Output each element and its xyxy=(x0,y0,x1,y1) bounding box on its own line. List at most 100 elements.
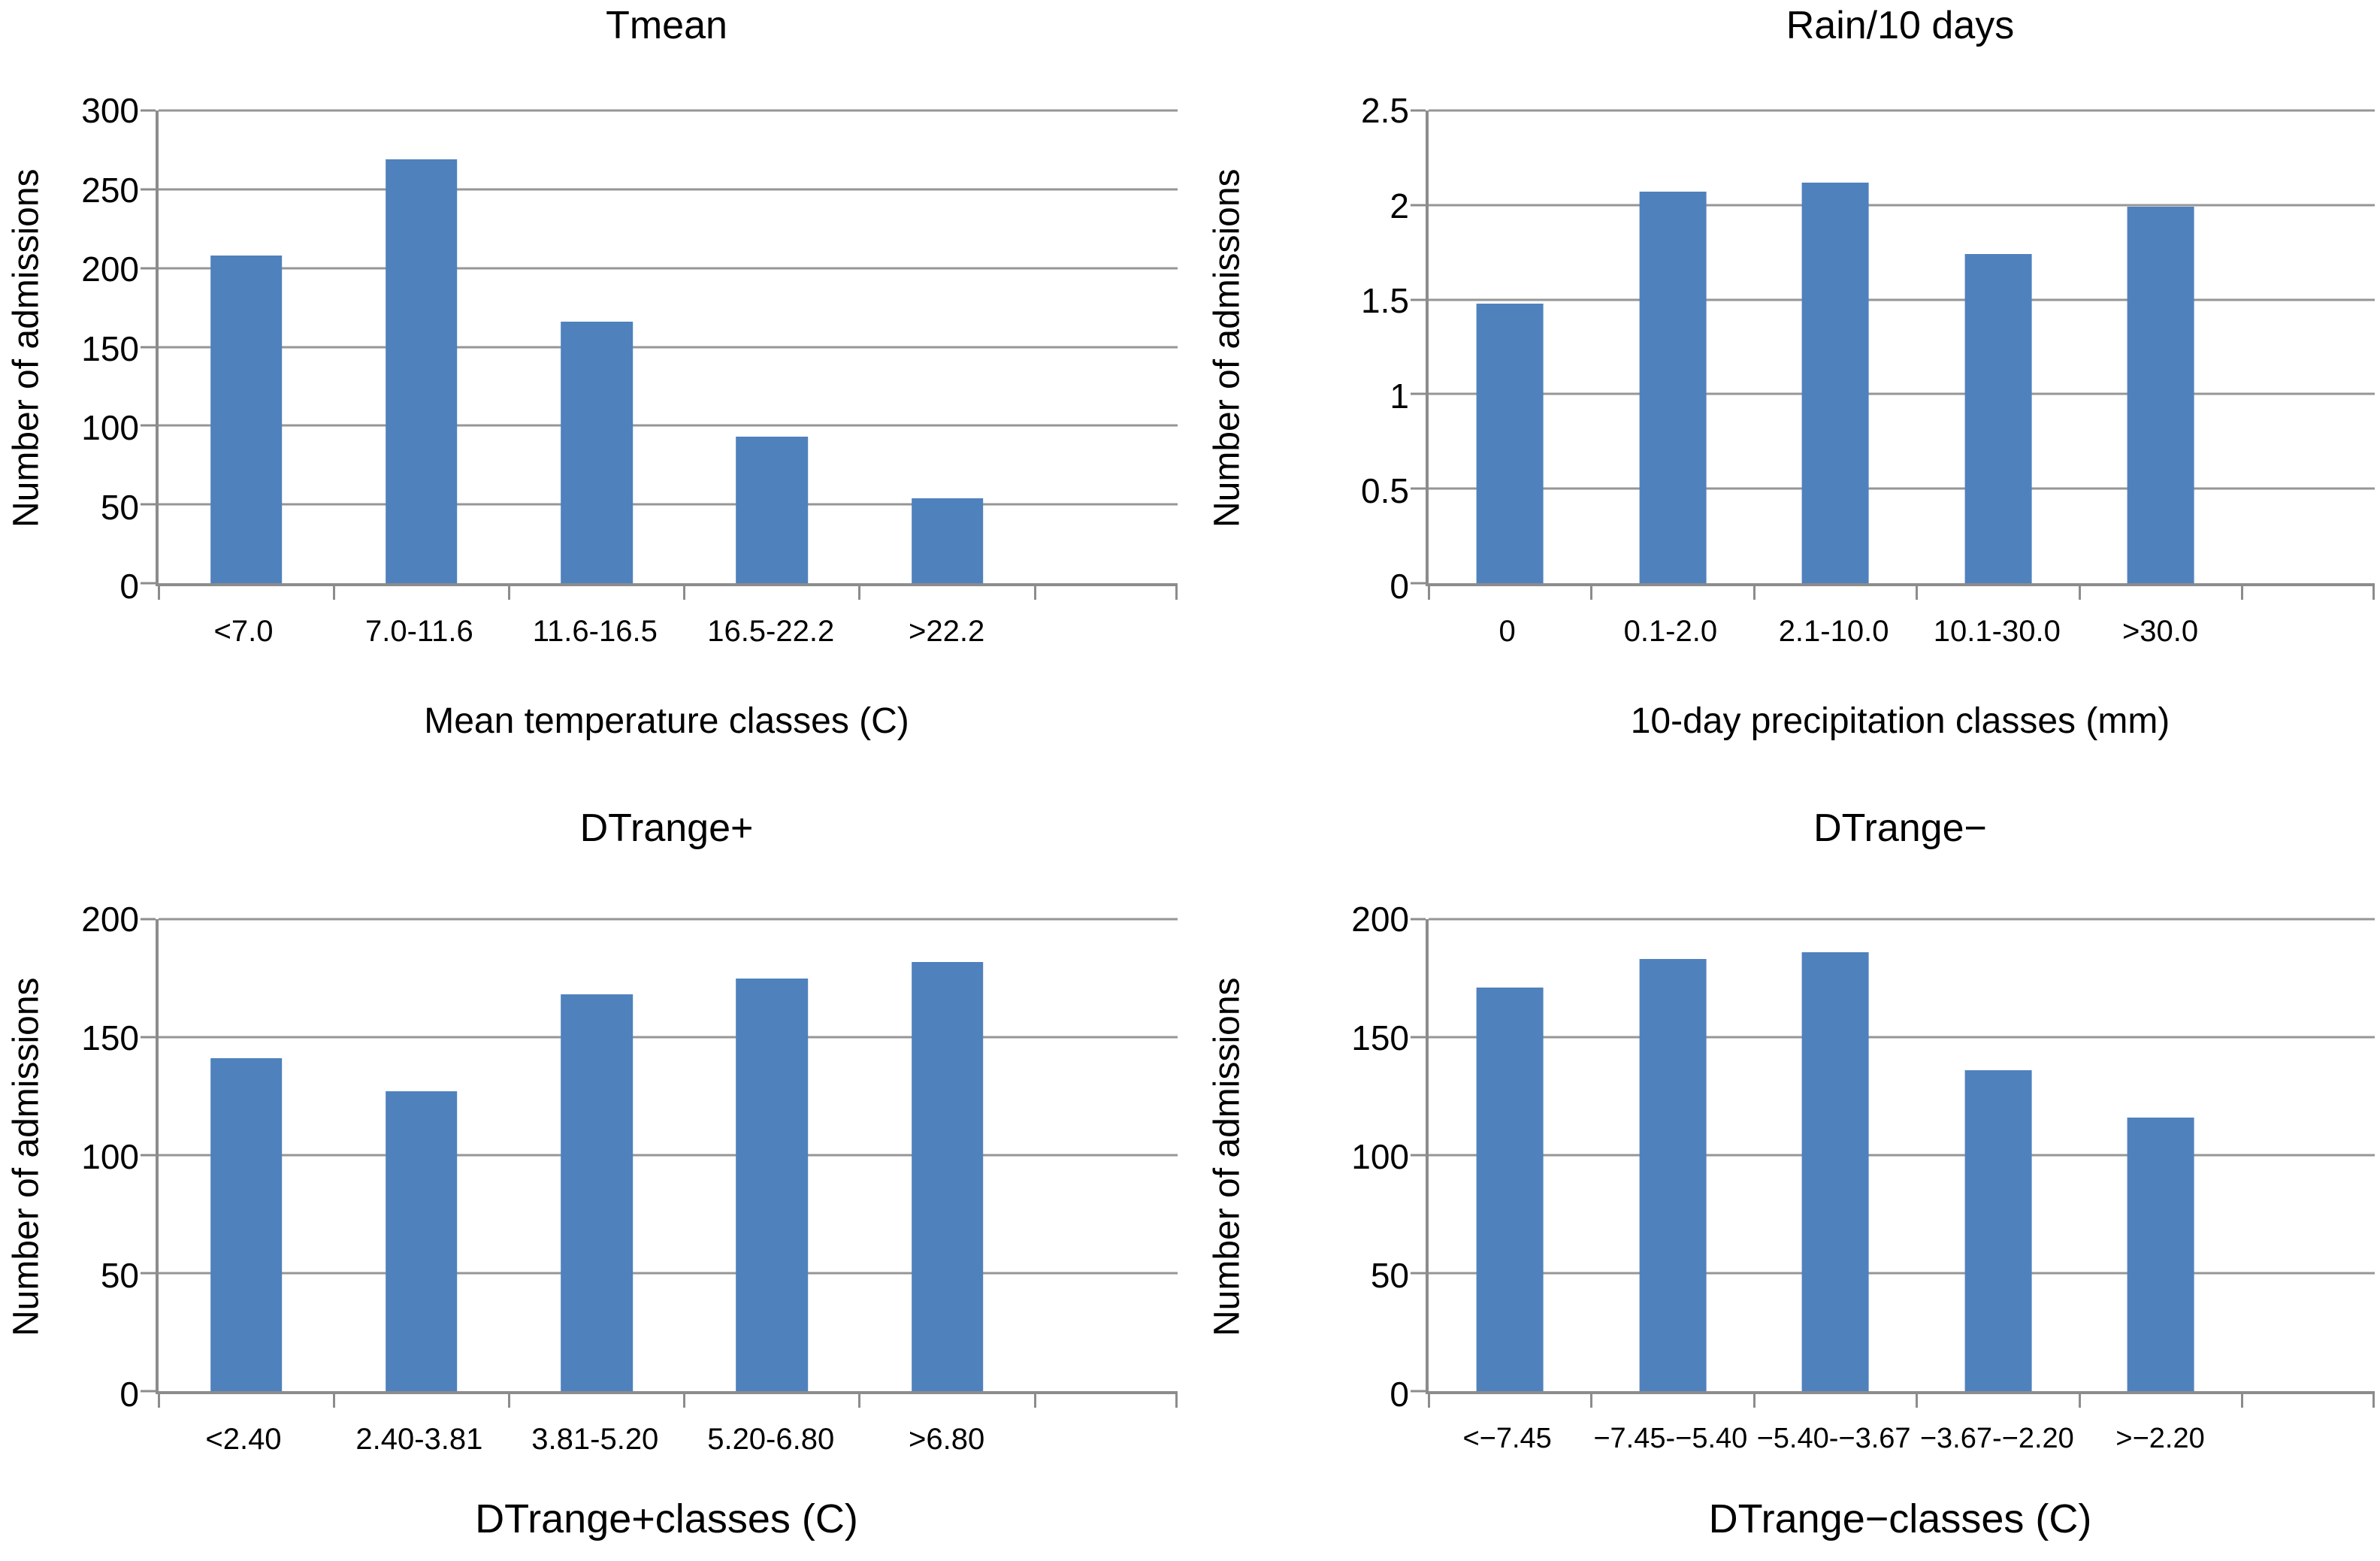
y-axis-tick-label: 0.5 xyxy=(1361,471,1409,511)
y-axis-tick xyxy=(1411,1036,1426,1039)
x-axis-tick-label: −3.67-−2.20 xyxy=(1919,1423,2074,1454)
x-axis-tick xyxy=(2078,583,2081,600)
x-axis-title: 10-day precipitation classes (mm) xyxy=(1630,701,2170,741)
y-axis-tick-label: 50 xyxy=(100,1256,139,1295)
gridline xyxy=(159,1272,1178,1275)
bar xyxy=(911,498,984,583)
x-axis-tick xyxy=(1752,1391,1756,1408)
x-axis-tick-label: >−2.20 xyxy=(2115,1423,2205,1454)
bar-slot xyxy=(2079,919,2242,1391)
x-axis-tick xyxy=(683,1391,686,1408)
x-axis-title: DTrange−classes (C) xyxy=(1708,1496,2092,1541)
x-axis-tick-labels: <−7.45 −7.45-−5.40 −5.40-−3.67 −3.67-−2.20 >… xyxy=(1426,1394,2375,1494)
y-axis-title: Number of admissions xyxy=(6,977,47,1336)
y-axis-tick-label: 1.5 xyxy=(1361,281,1409,321)
chart-title: DTrange− xyxy=(1813,806,1987,850)
x-axis-tick xyxy=(2241,1391,2244,1408)
x-axis-tick xyxy=(858,1391,861,1408)
x-axis-end-tick xyxy=(2372,1391,2375,1408)
x-axis-tick xyxy=(332,1391,335,1408)
y-axis-tick-label: 1 xyxy=(1390,376,1409,416)
bar xyxy=(386,1091,458,1391)
x-axis-tick-label: >30.0 xyxy=(2121,615,2199,648)
bar xyxy=(210,1058,283,1391)
bar xyxy=(2127,1117,2194,1391)
x-axis-tick-label-row: <−7.45 −7.45-−5.40 −5.40-−3.67 −3.67-−2.20 >… xyxy=(1426,1423,2242,1455)
y-axis-tick-labels: 0 50 100 150 200 250 300 xyxy=(53,91,156,606)
y-axis-tick-label: 200 xyxy=(81,900,139,939)
y-axis-tick xyxy=(141,918,156,921)
chart-title: Rain/10 days xyxy=(1786,4,2015,47)
x-axis-tick xyxy=(1590,1391,1593,1408)
y-axis-tick-label: 100 xyxy=(81,408,139,447)
bar xyxy=(1801,951,1869,1391)
y-axis-tick-label: 100 xyxy=(1351,1137,1409,1176)
bar xyxy=(1801,182,1869,583)
y-axis-tick-label: 200 xyxy=(81,250,139,289)
x-axis-tick xyxy=(157,1391,160,1408)
y-axis-tick-label: 0 xyxy=(1390,1375,1409,1414)
y-axis-tick xyxy=(141,109,156,112)
y-axis-tick-label: 100 xyxy=(81,1137,139,1176)
bar-slot xyxy=(685,919,860,1391)
gridline xyxy=(1429,1036,2375,1039)
x-axis-end-tick xyxy=(1175,583,1178,600)
y-axis-tick xyxy=(141,267,156,270)
y-axis-tick xyxy=(1411,487,1426,490)
y-axis-tick-label: 0 xyxy=(119,1375,139,1414)
x-axis-tick xyxy=(2078,1391,2081,1408)
gridline xyxy=(1429,1154,2375,1157)
gridline xyxy=(1429,109,2375,112)
bar-slot xyxy=(1592,919,1755,1391)
x-axis-tick-label: 3.81-5.20 xyxy=(531,1423,659,1456)
x-axis-tick-labels: <7.0 7.0-11.6 11.6-16.5 16.5-22.2 >22.2 xyxy=(156,586,1178,690)
x-axis-tick-label: 2.40-3.81 xyxy=(355,1423,483,1456)
x-axis-tick xyxy=(507,1391,510,1408)
y-axis-tick-label: 50 xyxy=(100,487,139,527)
x-axis-tick-label: 11.6-16.5 xyxy=(532,615,658,648)
bar xyxy=(1476,303,1544,583)
x-axis-tick-label: 16.5-22.2 xyxy=(707,615,835,648)
x-axis-tick xyxy=(157,583,160,600)
x-axis-tick-label-row: <7.0 7.0-11.6 11.6-16.5 16.5-22.2 >22.2 xyxy=(156,615,1035,649)
x-axis-tick-label: >22.2 xyxy=(909,615,985,648)
x-axis-tick-label: 0.1-2.0 xyxy=(1623,615,1718,648)
bar-slot xyxy=(1429,919,1592,1391)
plot-area xyxy=(141,918,1178,1408)
y-axis-tick xyxy=(141,1036,156,1039)
x-axis-tick xyxy=(1427,583,1430,600)
y-axis-tick-labels: 0 0.5 1 1.5 2 2.5 xyxy=(1265,91,1426,606)
x-axis-tick-label: −5.40-−3.67 xyxy=(1756,1423,1911,1454)
x-axis-tick-label-row: <2.40 2.40-3.81 3.81-5.20 5.20-6.80 >6.80 xyxy=(156,1423,1035,1457)
bar-slot xyxy=(159,110,334,583)
gridline xyxy=(1429,204,2375,207)
plot-area xyxy=(1411,918,2375,1408)
x-axis-title: Mean temperature classes (C) xyxy=(424,701,909,741)
y-axis-tick xyxy=(1411,392,1426,395)
y-axis-title: Number of admissions xyxy=(6,168,47,528)
y-axis-tick-label: 200 xyxy=(1351,900,1409,939)
bar-slot xyxy=(685,110,860,583)
y-axis-tick xyxy=(141,346,156,348)
y-axis-tick-label: 300 xyxy=(81,91,139,130)
bar-slot xyxy=(334,919,509,1391)
gridline xyxy=(159,424,1178,427)
plot-area xyxy=(1411,109,2375,600)
gridline xyxy=(159,188,1178,191)
x-axis-tick xyxy=(858,583,861,600)
gridline xyxy=(1429,918,2375,921)
y-axis-title: Number of admissions xyxy=(1207,977,1247,1336)
bar xyxy=(2127,207,2194,583)
gridline xyxy=(159,1154,1178,1157)
bar xyxy=(210,255,283,583)
y-axis-tick xyxy=(141,1272,156,1275)
y-axis-tick xyxy=(141,1154,156,1157)
x-axis-tick xyxy=(1752,583,1756,600)
x-axis-tick xyxy=(2241,583,2244,600)
bar xyxy=(1964,1069,2032,1391)
y-axis-tick-label: 0 xyxy=(119,567,139,606)
y-axis-tick-label: 150 xyxy=(81,1018,139,1057)
y-axis-title: Number of admissions xyxy=(1207,168,1247,528)
gridline xyxy=(1429,392,2375,395)
